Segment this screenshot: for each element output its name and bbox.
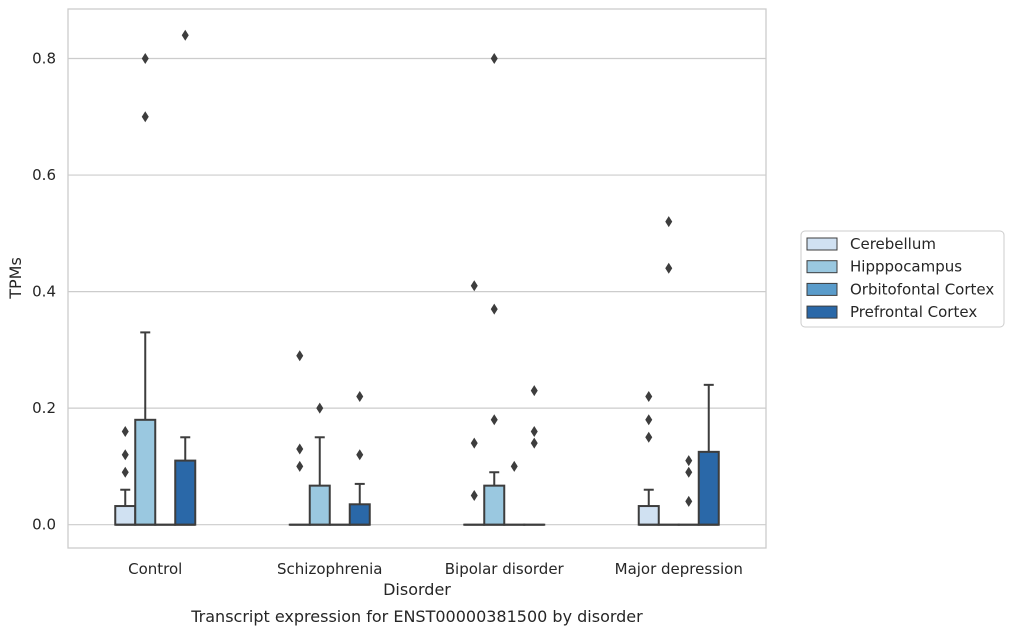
legend-label: Orbitofontal Cortex: [850, 280, 994, 298]
x-tick-label: Schizophrenia: [277, 560, 382, 578]
outlier-point: [316, 402, 324, 414]
x-tick-label: Major depression: [615, 560, 743, 578]
outlier-point: [645, 431, 653, 443]
outlier-point: [645, 390, 653, 402]
box: [637, 505, 660, 526]
outlier-point: [685, 455, 693, 467]
outlier-point: [490, 53, 498, 65]
box-group: [657, 216, 680, 526]
outlier-point: [181, 29, 189, 41]
box: [697, 450, 720, 526]
box-group: [308, 402, 331, 526]
legend-box: [800, 230, 1005, 328]
outlier-point: [121, 449, 129, 461]
outlier-point: [356, 390, 364, 402]
legend-swatch: [806, 237, 838, 251]
legend-label: Hipppocampus: [850, 258, 962, 276]
box: [174, 459, 197, 526]
outlier-point: [121, 425, 129, 437]
outlier-point: [685, 495, 693, 507]
outlier-point: [530, 425, 538, 437]
outlier-point: [296, 443, 304, 455]
outlier-point: [470, 490, 478, 502]
x-tick-labels: Control Schizophrenia Bipolar disorder Majo…: [128, 560, 743, 578]
box: [308, 484, 331, 526]
box-group: [523, 385, 546, 526]
x-tick-label: Bipolar disorder: [445, 560, 565, 578]
legend-label: Prefrontal Cortex: [850, 303, 977, 321]
gridlines: [68, 57, 766, 526]
y-axis-title: TPMs: [6, 257, 25, 300]
box: [348, 503, 371, 526]
legend: Cerebellum Hipppocampus Orbitofontal Corte…: [800, 230, 1005, 328]
chart-caption: Transcript expression for ENST0000038150…: [190, 607, 643, 626]
y-tick-labels: 0.0 0.2 0.4 0.6 0.8: [32, 50, 56, 534]
outlier-point: [296, 460, 304, 472]
outlier-point: [685, 466, 693, 478]
outlier-point: [470, 280, 478, 292]
outlier-point: [645, 414, 653, 426]
box: [483, 484, 506, 526]
outlier-point: [296, 350, 304, 362]
outlier-point: [490, 414, 498, 426]
legend-swatch: [806, 305, 838, 319]
box-group: [697, 383, 720, 526]
box-group: [114, 425, 137, 526]
outlier-point: [530, 385, 538, 397]
plot-frame: [67, 8, 767, 549]
y-tick-label: 0.8: [32, 50, 56, 68]
outlier-point: [356, 449, 364, 461]
box-group: [677, 455, 700, 526]
y-tick-label: 0.6: [32, 166, 56, 184]
box-group: [503, 460, 526, 526]
box-group: [134, 53, 157, 526]
outlier-point: [141, 53, 149, 65]
x-tick-label: Control: [128, 560, 182, 578]
outlier-point: [490, 303, 498, 315]
box-group: [348, 390, 371, 526]
legend-swatch: [806, 260, 838, 274]
y-tick-label: 0.4: [32, 283, 56, 301]
outlier-point: [530, 437, 538, 449]
box-group: [174, 29, 197, 526]
y-tick-label: 0.2: [32, 399, 56, 417]
outlier-point: [665, 216, 673, 228]
box-group: [288, 350, 311, 526]
box-group: [637, 390, 660, 526]
outlier-point: [510, 460, 518, 472]
box: [134, 418, 157, 526]
outlier-point: [121, 466, 129, 478]
x-axis-title: Disorder: [383, 580, 451, 599]
legend-label: Cerebellum: [850, 235, 936, 253]
y-tick-label: 0.0: [32, 516, 56, 534]
outlier-point: [665, 262, 673, 274]
boxes-layer: [114, 29, 720, 526]
outlier-point: [470, 437, 478, 449]
outlier-point: [141, 111, 149, 123]
box: [114, 505, 137, 526]
box-group: [483, 53, 506, 526]
box-group: [463, 280, 486, 526]
legend-swatch: [806, 282, 838, 296]
